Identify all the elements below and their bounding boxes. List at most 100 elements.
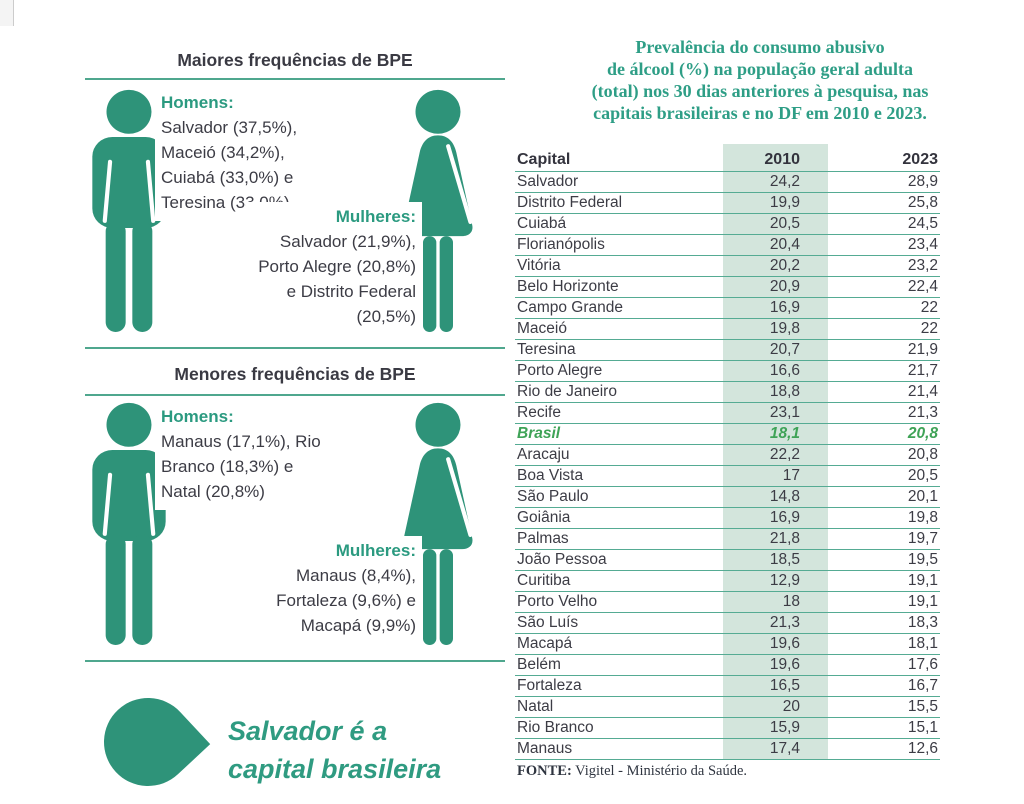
- table-row: Natal 20 15,5: [515, 697, 940, 718]
- capital-cell: Porto Alegre: [517, 362, 603, 379]
- chart-title-line: (total) nos 30 dias anteriores à pesquis…: [591, 81, 929, 101]
- capital-cell: Goiânia: [517, 509, 571, 526]
- value-2023-cell: 21,4: [907, 383, 938, 400]
- value-2023-cell: 15,5: [907, 698, 938, 715]
- value-2023-cell: 25,8: [907, 194, 938, 211]
- value-2023-cell: 20,8: [907, 425, 938, 442]
- value-2010-cell: 21,3: [769, 614, 800, 631]
- value-2023-cell: 19,5: [907, 551, 938, 568]
- men-text: Salvador (37,5%), Maceió (34,2%), Cuiabá…: [161, 118, 298, 212]
- chart-title: Prevalência do consumo abusivo de álcool …: [525, 36, 995, 124]
- value-2010-cell: 24,2: [769, 173, 800, 190]
- rule-between-sections: [85, 347, 505, 349]
- value-2010-cell: 16,9: [769, 509, 800, 526]
- header-capital: Capital: [517, 151, 571, 168]
- table-row: Campo Grande 16,9 22: [515, 298, 940, 319]
- table-row: Curitiba 12,9 19,1: [515, 571, 940, 592]
- table-row: Distrito Federal 19,9 25,8: [515, 193, 940, 214]
- chart-title-line: Prevalência do consumo abusivo: [635, 37, 885, 57]
- value-2023-cell: 23,2: [907, 257, 938, 274]
- value-2010-cell: 12,9: [769, 572, 800, 589]
- table-row: Belo Horizonte 20,9 22,4: [515, 277, 940, 298]
- chart-title-line: capitais brasileiras e no DF em 2010 e 2…: [593, 103, 927, 123]
- capital-cell: Curitiba: [517, 572, 571, 589]
- table-row: Teresina 20,7 21,9: [515, 340, 940, 361]
- section1-women-block: Mulheres: Salvador (21,9%), Porto Alegre…: [246, 202, 422, 335]
- table-row: Brasil 18,1 20,8: [515, 424, 940, 445]
- value-2010-cell: 19,8: [769, 320, 800, 337]
- capital-cell: Florianópolis: [517, 236, 605, 253]
- capital-cell: Belém: [517, 656, 561, 673]
- capital-cell: Macapá: [517, 635, 573, 652]
- value-2010-cell: 15,9: [769, 719, 800, 736]
- section2-women-block: Mulheres: Manaus (8,4%), Fortaleza (9,6%…: [256, 536, 422, 644]
- value-2023-cell: 22: [920, 320, 938, 337]
- section1-men-block: Homens: Salvador (37,5%), Maceió (34,2%)…: [155, 88, 343, 221]
- header-2010: 2010: [764, 151, 800, 168]
- capital-cell: Recife: [517, 404, 561, 421]
- capital-cell: Porto Velho: [517, 593, 598, 610]
- value-2023-cell: 20,8: [907, 446, 938, 463]
- value-2010-cell: 18,1: [769, 425, 800, 442]
- section2-title: Menores frequências de BPE: [174, 364, 416, 384]
- value-2010-cell: 20,2: [769, 257, 800, 274]
- capital-cell: Maceió: [517, 320, 567, 337]
- value-2010-cell: 16,5: [769, 677, 800, 694]
- man-icon: [92, 89, 166, 332]
- table-row: Boa Vista 17 20,5: [515, 466, 940, 487]
- value-2023-cell: 18,3: [907, 614, 938, 631]
- value-2010-cell: 22,2: [769, 446, 800, 463]
- value-2010-cell: 19,6: [769, 656, 800, 673]
- table-header-row: Capital 2010 2023: [515, 148, 940, 172]
- men-text: Manaus (17,1%), Rio Branco (18,3%) e Nat…: [161, 432, 321, 501]
- table-row: Cuiabá 20,5 24,5: [515, 214, 940, 235]
- men-label: Homens:: [161, 93, 234, 112]
- capital-cell: Cuiabá: [517, 215, 567, 232]
- value-2010-cell: 18,8: [769, 383, 800, 400]
- table-row: Rio de Janeiro 18,8 21,4: [515, 382, 940, 403]
- table-row: Vitória 20,2 23,2: [515, 256, 940, 277]
- table-row: Porto Alegre 16,6 21,7: [515, 361, 940, 382]
- table-row: Porto Velho 18 19,1: [515, 592, 940, 613]
- value-2023-cell: 19,1: [907, 593, 938, 610]
- capital-cell: Teresina: [517, 341, 576, 358]
- capital-cell: Salvador: [517, 173, 579, 190]
- rule-top-section2: [85, 394, 505, 396]
- source-text: Vigitel - Ministério da Saúde.: [571, 763, 748, 779]
- value-2010-cell: 20,9: [769, 278, 800, 295]
- value-2023-cell: 16,7: [907, 677, 938, 694]
- capital-cell: Brasil: [517, 425, 561, 442]
- table-row: Florianópolis 20,4 23,4: [515, 235, 940, 256]
- chart-title-line: de álcool (%) na população geral adulta: [606, 59, 913, 79]
- column-2010-highlight-band: [723, 144, 828, 760]
- value-2010-cell: 16,6: [769, 362, 800, 379]
- women-label: Mulheres:: [335, 207, 416, 226]
- prevalence-table: Capital 2010 2023 Salvador 24,2 28,9 Dis…: [515, 148, 940, 760]
- source-note: FONTE: Vigitel - Ministério da Saúde.: [517, 763, 747, 780]
- source-label: FONTE:: [517, 763, 572, 779]
- capital-cell: Rio de Janeiro: [517, 383, 617, 400]
- value-2023-cell: 15,1: [907, 719, 938, 736]
- capital-cell: Aracaju: [517, 446, 570, 463]
- value-2010-cell: 19,6: [769, 635, 800, 652]
- table-row: Salvador 24,2 28,9: [515, 172, 940, 193]
- droplet-icon: [85, 679, 211, 804]
- page-corner-mark: [0, 0, 14, 26]
- value-2010-cell: 21,8: [769, 530, 800, 547]
- value-2023-cell: 28,9: [907, 173, 938, 190]
- value-2010-cell: 16,9: [769, 299, 800, 316]
- man-icon: [92, 402, 166, 645]
- women-text: Manaus (8,4%), Fortaleza (9,6%) e Macapá…: [276, 566, 416, 635]
- value-2010-cell: 20,5: [769, 215, 800, 232]
- rule-bottom-section2: [85, 660, 505, 662]
- table-row: Belém 19,6 17,6: [515, 655, 940, 676]
- capital-cell: Fortaleza: [517, 677, 582, 694]
- capital-cell: Manaus: [517, 740, 573, 757]
- woman-icon: [403, 402, 473, 645]
- value-2023-cell: 21,3: [907, 404, 938, 421]
- table-row: Goiânia 16,9 19,8: [515, 508, 940, 529]
- value-2010-cell: 20,4: [769, 236, 800, 253]
- value-2023-cell: 21,7: [907, 362, 938, 379]
- section1-title: Maiores frequências de BPE: [177, 50, 413, 70]
- table-row: Palmas 21,8 19,7: [515, 529, 940, 550]
